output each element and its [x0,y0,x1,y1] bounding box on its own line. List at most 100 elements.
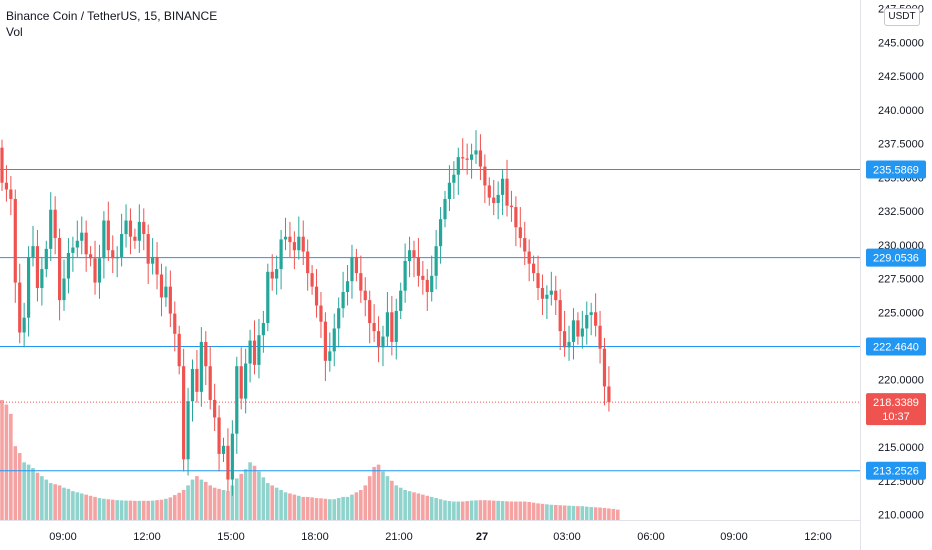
volume-bar [4,404,9,520]
volume-bar [496,500,500,520]
volume-bar [571,505,576,520]
volume-indicator-label: Vol [6,25,23,39]
volume-bar [359,490,363,520]
volume-bar [159,499,164,520]
candle [443,190,447,228]
candle-body [474,150,478,155]
candle-body [416,256,421,276]
candle-body [540,287,545,299]
volume-bar [336,498,341,520]
volume-bar [186,485,190,520]
volume-bar [522,501,527,520]
time-tick-label: 12:00 [133,531,161,543]
candle-body [49,209,53,249]
currency-button[interactable]: USDT [884,8,920,26]
candle-body [89,254,93,259]
candle [447,165,452,212]
horizontal-levels[interactable] [0,168,860,472]
candle-body [75,240,79,248]
volume-bar [443,500,447,520]
candle [540,274,545,315]
candle-body [549,290,553,295]
candle [430,255,434,302]
candle [376,316,381,363]
volume-bar [403,490,407,520]
candle-body [190,368,195,402]
volume-bar [35,472,40,520]
candle [84,220,88,272]
volume-bar [567,505,571,520]
candle-body [159,274,164,298]
candle [18,263,22,344]
candle-body [580,328,584,337]
candle [563,310,567,357]
volume-bar [514,501,518,520]
volume-bar [602,508,607,520]
volume-bar [199,479,204,520]
volume-bar [332,499,337,520]
volume-bar [217,488,221,520]
volume-bar [212,487,217,520]
candle-body [115,256,119,259]
candle-body [301,236,305,252]
candle [337,297,341,348]
candle-body [40,269,44,288]
candle-body [500,178,505,195]
candle-body [239,366,243,399]
volume-bar [398,487,403,520]
candle-body [434,246,438,276]
candle-body [514,207,518,228]
candle-body [385,312,390,337]
candle [257,319,261,379]
candle [301,220,305,266]
volume-bar [580,506,585,520]
time-tick-label: 09:00 [720,531,748,543]
volume-bar [115,500,119,520]
candle [26,246,31,337]
candle [496,181,500,220]
candle-body [447,182,452,199]
volume-bar [190,479,195,520]
volume-bar [0,400,4,520]
candle-body [270,271,274,279]
candle-body [381,336,385,348]
volume-bar [248,462,252,520]
candle [394,298,398,360]
volume-bar [274,487,279,520]
candle-body [288,236,292,243]
volume-bar [390,480,394,520]
candle [452,161,456,199]
candle [500,169,505,216]
volume-bar [26,464,31,520]
candle-body [0,147,4,183]
candle-body [563,331,567,348]
volume-bar [487,500,492,520]
level-label: 222.4640 [873,341,919,353]
candle-body [368,300,372,324]
candle [456,147,460,195]
volume-bar [133,500,137,520]
volume-bar [584,506,589,520]
candle [465,143,469,175]
candle [487,177,491,206]
candle [323,312,327,382]
candle [407,236,412,278]
price-tick-label: 227.5000 [878,274,924,286]
level-label: 235.5869 [873,164,919,176]
candle [438,207,443,264]
candle [137,204,141,253]
candle-body [554,290,558,301]
candle-body [177,333,181,367]
candle [416,238,421,287]
candle-body [213,399,217,418]
candle-body [137,221,141,241]
volume-bar [181,490,186,520]
volume-bar [491,500,496,520]
candle-body [13,198,17,283]
candle-body [226,445,230,480]
volume-bar [203,481,208,520]
volume-bar [297,495,301,520]
volume-bar [164,498,168,520]
time-axis[interactable]: 09:00 12:00 15:00 18:00 21:00 27 03:00 06:00 09:… [49,531,832,543]
